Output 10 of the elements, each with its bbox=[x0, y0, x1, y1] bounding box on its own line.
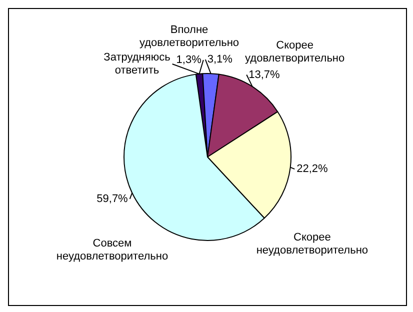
slice-label: Затрудняюсь ответить bbox=[104, 52, 171, 77]
data-label: 3,1% bbox=[207, 54, 233, 66]
data-label: 13,7% bbox=[248, 68, 280, 81]
slice-label: Вполне удовлетворительно bbox=[139, 24, 240, 50]
slice-label: Совсем неудовлетворительно bbox=[56, 237, 168, 262]
slice-label: Скорее удовлетворительно bbox=[245, 39, 345, 64]
data-label: 22,2% bbox=[296, 163, 328, 176]
data-label: 1,3% bbox=[176, 54, 202, 66]
slice-label: Скорее неудовлетворительно bbox=[256, 232, 368, 257]
data-label: 59,7% bbox=[96, 192, 128, 205]
